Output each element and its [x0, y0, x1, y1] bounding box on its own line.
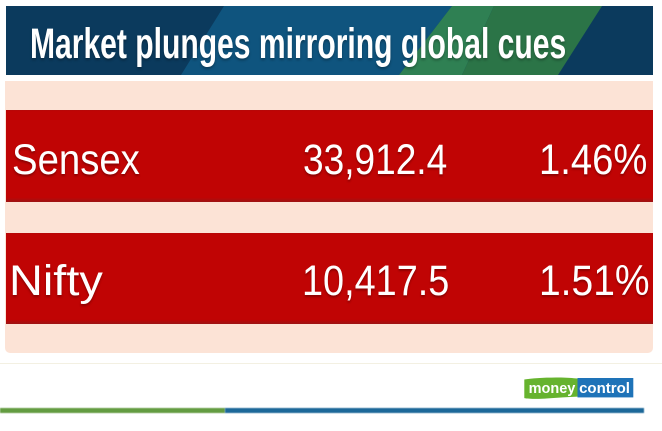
svg-text:money: money [529, 381, 576, 397]
svg-text:control: control [579, 380, 630, 397]
